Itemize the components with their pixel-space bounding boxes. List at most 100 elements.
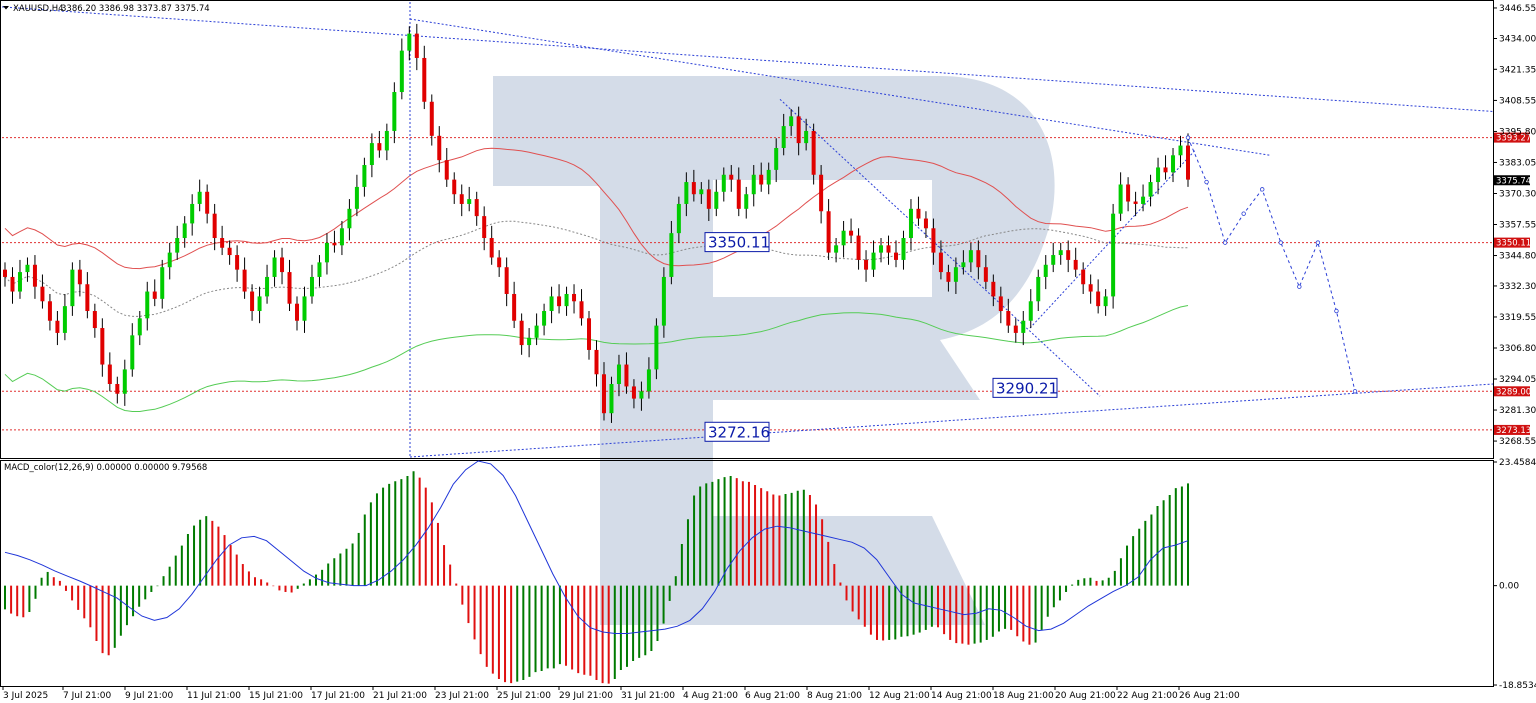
candle-body[interactable] (931, 228, 936, 253)
candle-body[interactable] (32, 264, 37, 287)
candle-body[interactable] (1088, 284, 1093, 292)
candle-body[interactable] (879, 245, 884, 253)
candle-body[interactable] (160, 267, 165, 299)
candle-body[interactable] (587, 318, 592, 350)
candle-body[interactable] (549, 296, 554, 312)
candle-body[interactable] (317, 262, 322, 277)
candle-body[interactable] (1036, 276, 1041, 302)
candle-body[interactable] (991, 281, 996, 297)
candle-body[interactable] (766, 169, 771, 185)
candle-body[interactable] (227, 247, 232, 256)
candle-body[interactable] (55, 320, 60, 333)
candle-body[interactable] (968, 250, 973, 263)
candle-body[interactable] (796, 116, 801, 144)
candle-body[interactable] (257, 296, 262, 312)
candle-body[interactable] (242, 269, 247, 292)
candle-body[interactable] (923, 218, 928, 229)
candle-body[interactable] (1141, 196, 1146, 204)
candle-body[interactable] (70, 269, 75, 307)
candle-body[interactable] (976, 250, 981, 268)
candle-body[interactable] (519, 320, 524, 346)
candle-body[interactable] (130, 335, 135, 370)
candle-body[interactable] (706, 189, 711, 209)
candle-body[interactable] (295, 303, 300, 321)
candle-body[interactable] (946, 272, 951, 282)
candle-body[interactable] (152, 291, 157, 299)
candle-body[interactable] (220, 238, 225, 248)
dropdown-triangle-icon[interactable] (3, 6, 9, 10)
candle-body[interactable] (235, 255, 240, 270)
candle-body[interactable] (392, 92, 397, 131)
candle-body[interactable] (751, 174, 756, 195)
candle-body[interactable] (302, 296, 307, 321)
candle-body[interactable] (474, 199, 479, 217)
candle-body[interactable] (916, 208, 921, 219)
candle-body[interactable] (669, 233, 674, 277)
candle-body[interactable] (534, 325, 539, 338)
candle-body[interactable] (504, 267, 509, 294)
candle-body[interactable] (826, 211, 831, 253)
candle-body[interactable] (856, 235, 861, 260)
candle-body[interactable] (17, 272, 22, 292)
candle-body[interactable] (781, 126, 786, 148)
candle-body[interactable] (691, 182, 696, 195)
candle-body[interactable] (1148, 182, 1153, 197)
candle-body[interactable] (265, 276, 270, 297)
candle-body[interactable] (639, 391, 644, 399)
candle-body[interactable] (309, 276, 314, 297)
candle-body[interactable] (893, 252, 898, 260)
candle-body[interactable] (512, 293, 517, 321)
candle-body[interactable] (759, 174, 764, 185)
candle-body[interactable] (609, 384, 614, 414)
candle-body[interactable] (631, 386, 636, 399)
candle-body[interactable] (414, 33, 419, 58)
candle-body[interactable] (1006, 311, 1011, 326)
candle-body[interactable] (25, 264, 30, 273)
candle-body[interactable] (212, 213, 217, 239)
candle-body[interactable] (324, 242, 329, 263)
candle-body[interactable] (482, 216, 487, 239)
candle-body[interactable] (572, 293, 577, 302)
candle-body[interactable] (1021, 320, 1026, 333)
candle-body[interactable] (804, 130, 809, 144)
candle-body[interactable] (789, 116, 794, 127)
candle-body[interactable] (1186, 145, 1190, 180)
candle-body[interactable] (774, 147, 779, 170)
candle-body[interactable] (729, 174, 734, 180)
candle-body[interactable] (377, 143, 382, 151)
candle-body[interactable] (115, 384, 120, 394)
candle-body[interactable] (1163, 167, 1168, 173)
candle-body[interactable] (444, 160, 449, 180)
candle-body[interactable] (205, 191, 210, 214)
candle-body[interactable] (190, 203, 195, 224)
candle-body[interactable] (721, 174, 726, 192)
candle-body[interactable] (1028, 301, 1033, 321)
candle-body[interactable] (1051, 255, 1056, 265)
candle-body[interactable] (92, 311, 97, 329)
candle-body[interactable] (1043, 264, 1048, 277)
candle-body[interactable] (339, 228, 344, 246)
candle-body[interactable] (938, 252, 943, 273)
candle-body[interactable] (467, 199, 472, 204)
candle-body[interactable] (100, 328, 105, 365)
macd-indicator[interactable] (4, 460, 1189, 684)
candle-body[interactable] (684, 182, 689, 204)
candle-body[interactable] (983, 267, 988, 282)
candle-body[interactable] (811, 130, 816, 175)
candle-body[interactable] (744, 194, 749, 209)
candle-body[interactable] (175, 238, 180, 253)
candle-body[interactable] (137, 318, 142, 336)
candle-body[interactable] (676, 203, 681, 234)
candle-body[interactable] (646, 369, 651, 392)
candle-body[interactable] (1081, 269, 1086, 285)
candle-body[interactable] (736, 179, 741, 209)
candle-body[interactable] (287, 272, 292, 304)
candle-body[interactable] (197, 191, 202, 204)
candle-body[interactable] (459, 194, 464, 204)
candle-body[interactable] (1073, 259, 1078, 270)
candle-body[interactable] (998, 296, 1003, 312)
candle-body[interactable] (347, 208, 352, 229)
candle-body[interactable] (864, 259, 869, 270)
candle-body[interactable] (527, 337, 532, 346)
